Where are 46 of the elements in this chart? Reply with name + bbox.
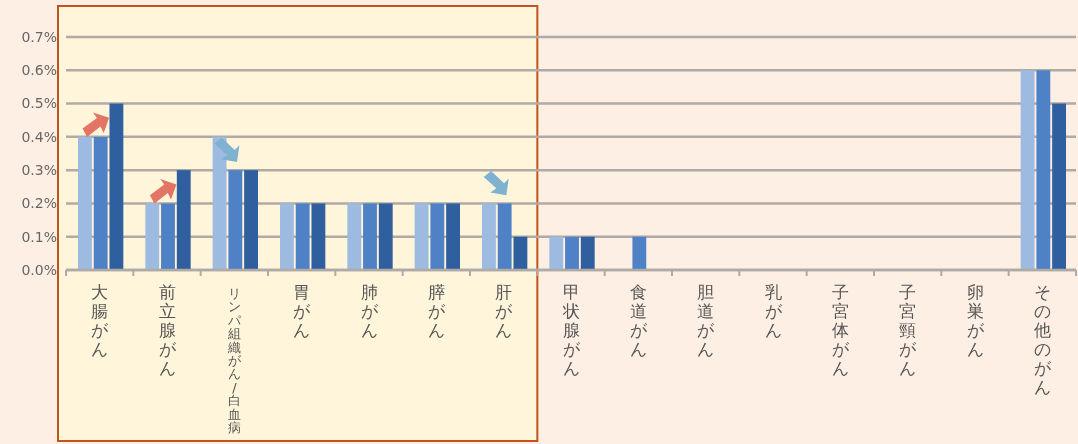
bar xyxy=(482,203,496,270)
bar xyxy=(1020,70,1035,270)
x-tick-label: 大腸がん xyxy=(91,282,110,359)
category-label: リンパ組織がん/白血病 xyxy=(227,286,241,435)
bar xyxy=(513,236,528,270)
x-tick-label: 甲状腺がん xyxy=(561,282,581,378)
bar xyxy=(280,203,294,270)
bar xyxy=(1052,103,1066,270)
x-tick-label: 膵がん xyxy=(427,282,446,340)
bar xyxy=(109,103,124,270)
y-tick-label: 0.2% xyxy=(21,195,57,212)
bar xyxy=(497,203,512,270)
x-tick-label: 胃がん xyxy=(293,282,312,340)
bar xyxy=(549,236,564,270)
bar xyxy=(228,170,243,270)
x-tick-label: 胆道がん xyxy=(697,282,716,359)
bar xyxy=(446,203,460,270)
y-tick-label: 0.7% xyxy=(21,28,57,45)
y-tick-label: 0.1% xyxy=(21,228,57,245)
x-tick-label: 肝がん xyxy=(495,282,514,340)
y-tick-label: 0.6% xyxy=(21,62,57,79)
bar xyxy=(632,236,647,270)
y-tick-label: 0.0% xyxy=(21,261,57,278)
x-tick-label: 前立腺がん xyxy=(158,282,177,378)
x-tick-label: 食道がん xyxy=(629,282,648,359)
bar xyxy=(176,170,191,270)
bar xyxy=(347,203,362,270)
bar xyxy=(311,203,326,270)
bar xyxy=(580,236,595,270)
x-tick-label: 子宮頸がん xyxy=(899,282,918,378)
bar xyxy=(430,203,445,270)
bar xyxy=(565,236,579,270)
bar xyxy=(295,203,310,270)
x-tick-label: その他のがん xyxy=(1033,282,1052,397)
y-tick-label: 0.3% xyxy=(21,162,57,179)
y-tick-label: 0.4% xyxy=(21,128,57,145)
bar xyxy=(363,203,377,270)
bar xyxy=(1036,70,1051,270)
y-tick-label: 0.5% xyxy=(21,95,57,112)
bar xyxy=(378,203,393,270)
bar xyxy=(414,203,429,270)
x-tick-label: 子宮体がん xyxy=(831,282,850,378)
x-tick-label: 卵巣がん xyxy=(966,282,985,359)
x-tick-label: 乳がん xyxy=(764,282,783,340)
x-tick-label: 肺がん xyxy=(360,282,379,340)
bar xyxy=(244,170,258,270)
